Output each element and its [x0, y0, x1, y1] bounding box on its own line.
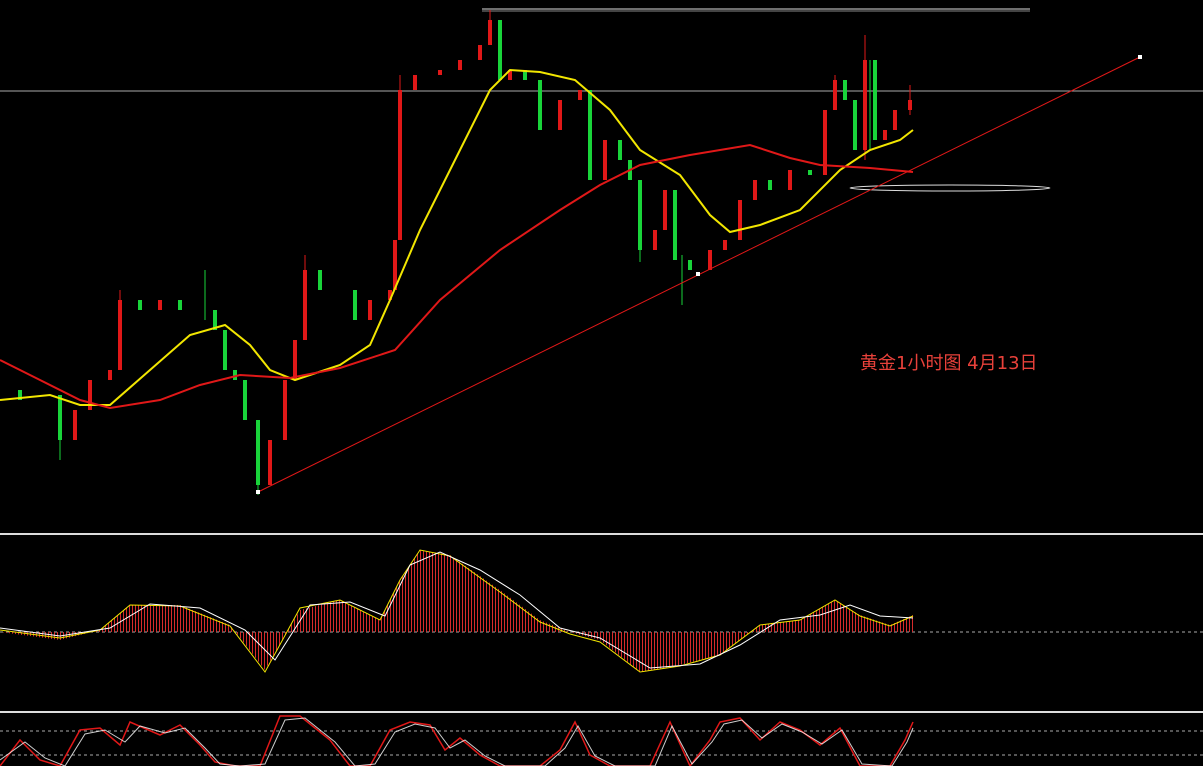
down-wicks [59, 60, 871, 495]
slow-ma [0, 143, 914, 410]
fast-ma [0, 68, 914, 406]
trend-point [256, 490, 260, 494]
up-wicks [119, 10, 911, 360]
support-ellipse [849, 184, 1051, 192]
oscillator-line [0, 715, 914, 766]
trend-point [696, 272, 700, 276]
trend-point [1138, 55, 1142, 59]
signal-line [0, 551, 914, 669]
macd-line [0, 549, 914, 673]
annotation: 黄金1小时图 4月13日 [860, 353, 1038, 374]
macd-histogram [0, 550, 913, 672]
oscillator-signal [0, 717, 914, 766]
